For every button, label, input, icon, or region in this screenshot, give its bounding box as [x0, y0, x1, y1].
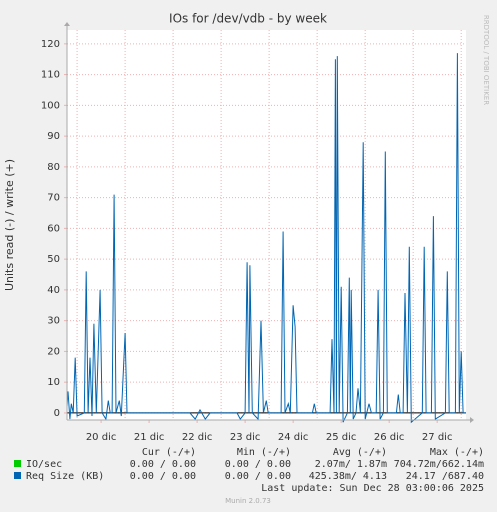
marks — [66, 53, 466, 424]
legend-stat: 704.72m/662.14m — [394, 459, 484, 470]
legend-header: Max (-/+) — [430, 447, 484, 458]
legend-swatch — [14, 472, 21, 479]
y-tick-label: 90 — [47, 131, 60, 142]
legend-label: Req Size (KB) — [26, 471, 104, 482]
legend-stat: 0.00 / 0.00 — [225, 471, 291, 482]
side-text: RRDTOOL / TOBI OETIKER — [482, 15, 490, 105]
legend-header: Cur (-/+) — [142, 447, 196, 458]
footer: Last update: Sun Dec 28 03:00:06 2025 — [261, 483, 484, 494]
y-tick-label: 100 — [41, 100, 60, 111]
y-tick-label: 50 — [47, 254, 60, 265]
x-tick-label: 21 dic — [134, 432, 165, 443]
y-tick-label: 80 — [47, 162, 60, 173]
y-tick-label: 110 — [41, 70, 60, 81]
y-tick-label: 70 — [47, 193, 60, 204]
legend-stat: 0.00 / 0.00 — [225, 459, 291, 470]
x-tick-label: 22 dic — [182, 432, 213, 443]
y-tick-label: 20 — [47, 346, 60, 357]
legend-swatch — [14, 460, 21, 467]
legend-header: Min (-/+) — [237, 447, 291, 458]
x-tick-label: 25 dic — [326, 432, 357, 443]
x-tick-label: 26 dic — [374, 432, 405, 443]
legend-header: Avg (-/+) — [333, 447, 387, 458]
x-tick-label: 23 dic — [230, 432, 261, 443]
chart-title: IOs for /dev/vdb - by week — [169, 12, 327, 26]
legend-stat: 0.00 / 0.00 — [130, 459, 196, 470]
legend-stat: 0.00 / 0.00 — [130, 471, 196, 482]
y-tick-label: 40 — [47, 285, 60, 296]
legend-label: IO/sec — [26, 459, 62, 470]
legend-stat: 24.17 /687.40 — [406, 471, 484, 482]
axis-arrow — [64, 22, 70, 26]
y-tick-label: 10 — [47, 377, 60, 388]
y-axis-label: Units read (-) / write (+) — [3, 159, 16, 291]
y-tick-label: 30 — [47, 316, 60, 327]
version: Munin 2.0.73 — [225, 497, 271, 505]
x-tick-label: 20 dic — [86, 432, 117, 443]
plot-area — [67, 30, 466, 420]
legend-stat: 2.07m/ 1.87m — [315, 459, 387, 470]
y-tick-label: 60 — [47, 223, 60, 234]
x-tick-label: 27 dic — [422, 432, 453, 443]
y-tick-label: 120 — [41, 39, 60, 50]
series-line — [66, 53, 466, 424]
x-tick-label: 24 dic — [278, 432, 309, 443]
legend-stat: 425.38m/ 4.13 — [309, 471, 387, 482]
axis-arrow — [470, 417, 474, 423]
y-tick-label: 0 — [54, 408, 60, 419]
